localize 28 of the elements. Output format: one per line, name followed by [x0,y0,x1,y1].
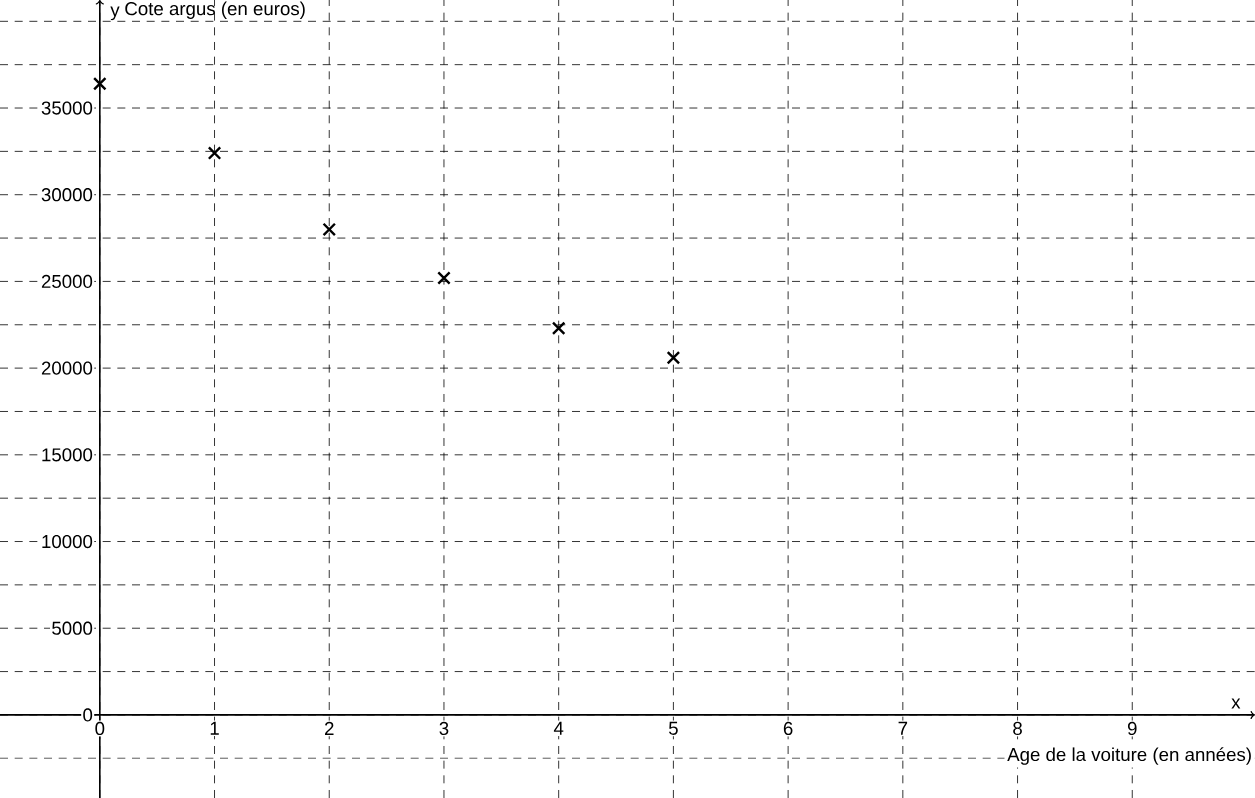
point [437,271,451,285]
point [666,350,681,365]
x-tick-label: 0 [95,721,105,736]
x-tick-label: 9 [1127,721,1137,736]
y-tick-label: 20000 [41,361,93,375]
y-tick-label: 10000 [42,534,93,549]
y-axis-title: Cote argus (en euros) [125,1,305,19]
y-tick-label: 25000 [41,274,93,289]
point [207,146,222,160]
x-tick-label: 8 [1013,721,1022,736]
y-tick-label: 15000 [42,448,93,462]
annotation: y [110,6,120,21]
x-tick-label: 4 [553,721,564,735]
x-tick-label: 6 [783,721,793,736]
y-tick-label: 5000 [52,621,93,635]
point [92,76,107,91]
y-tick-label: 30000 [41,188,93,202]
y-tick-label: 0 [83,708,93,722]
y-tick-label: 35000 [41,101,93,115]
x-tick-label: 3 [439,721,449,736]
point [551,321,566,336]
x-tick-label: 5 [668,721,678,735]
point [322,222,337,237]
annotation: x [1231,698,1241,709]
x-tick-label: 7 [898,721,908,735]
x-axis-title: Age de la voiture (en années) [1007,747,1251,765]
x-tick-label: 2 [325,721,334,735]
x-tick-label: 1 [210,721,219,735]
